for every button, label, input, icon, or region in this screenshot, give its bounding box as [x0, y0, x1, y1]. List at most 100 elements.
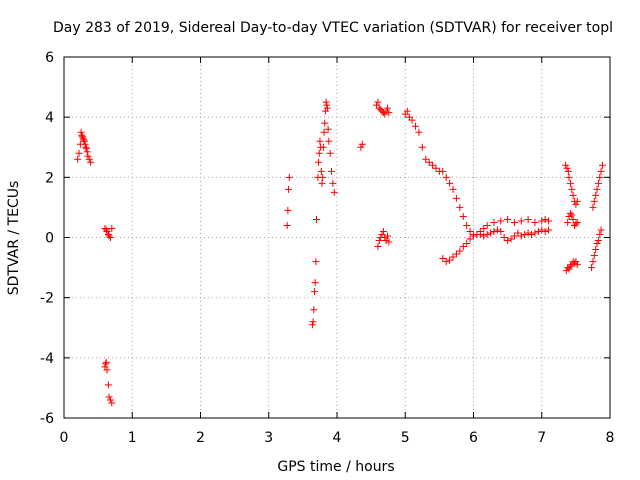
data-point	[429, 161, 437, 169]
data-point	[593, 185, 601, 193]
data-point	[323, 104, 331, 112]
data-point	[592, 191, 600, 199]
data-point	[102, 358, 110, 366]
data-point	[480, 232, 488, 240]
data-point	[566, 209, 574, 217]
data-point	[385, 238, 393, 246]
data-point	[315, 158, 323, 166]
data-point	[104, 381, 112, 389]
data-point	[84, 152, 92, 160]
data-point	[470, 232, 477, 240]
data-point	[572, 220, 580, 228]
data-point	[449, 253, 457, 261]
data-point	[322, 98, 330, 106]
data-point	[321, 119, 329, 127]
data-point	[566, 179, 574, 187]
data-point	[589, 258, 597, 266]
data-point	[108, 399, 116, 407]
data-point	[510, 218, 518, 226]
data-point	[517, 217, 525, 225]
data-point	[510, 232, 518, 240]
data-point	[439, 255, 447, 263]
data-point	[500, 234, 508, 241]
data-point	[490, 227, 498, 235]
y-tick-label: 2	[45, 170, 54, 186]
y-tick-label: 0	[45, 231, 54, 247]
data-point	[459, 243, 467, 251]
data-point	[521, 230, 529, 238]
data-point	[596, 173, 604, 181]
x-tick-label: 3	[264, 430, 273, 446]
data-point	[85, 155, 93, 163]
data-point	[284, 206, 292, 214]
data-point	[564, 218, 572, 226]
data-point	[493, 226, 501, 234]
data-point	[312, 258, 320, 266]
data-point	[456, 203, 464, 211]
data-point	[83, 145, 91, 153]
data-point	[323, 101, 331, 109]
data-point	[358, 140, 366, 148]
data-point	[476, 230, 484, 238]
data-point	[597, 226, 605, 234]
data-point	[463, 221, 471, 229]
data-point	[78, 131, 86, 139]
data-point	[403, 107, 411, 115]
data-point	[105, 232, 113, 240]
chart-title: Day 283 of 2019, Sidereal Day-to-day VTE…	[53, 20, 613, 36]
data-point	[565, 173, 573, 181]
data-point	[456, 247, 464, 255]
data-point	[504, 237, 512, 245]
data-point	[569, 191, 577, 199]
data-point	[106, 396, 114, 404]
x-tick-label: 0	[60, 430, 69, 446]
y-axis-label: SDTVAR / TECUs	[6, 181, 22, 296]
data-point	[534, 227, 542, 235]
data-point	[572, 200, 580, 208]
data-point	[596, 230, 604, 238]
data-point	[385, 109, 393, 117]
x-tick-label: 6	[469, 430, 478, 446]
data-point	[319, 173, 327, 181]
data-point	[311, 279, 319, 287]
x-tick-label: 7	[537, 430, 546, 446]
data-point	[108, 224, 116, 232]
data-point	[480, 224, 488, 232]
data-point	[81, 140, 89, 148]
data-point	[592, 246, 600, 254]
data-point	[329, 179, 337, 187]
data-point	[320, 128, 328, 136]
data-point	[374, 98, 382, 106]
data-point	[459, 212, 467, 220]
data-point	[310, 288, 318, 296]
data-point	[375, 237, 383, 245]
data-point	[594, 179, 602, 187]
data-point	[573, 218, 581, 226]
data-point	[102, 226, 110, 234]
data-point	[442, 258, 450, 266]
data-point	[449, 185, 457, 193]
data-point	[594, 237, 602, 245]
x-tick-label: 5	[401, 430, 410, 446]
data-point	[517, 232, 525, 240]
data-point	[452, 194, 460, 202]
data-point	[308, 321, 316, 329]
data-point	[466, 235, 474, 243]
data-point	[483, 221, 491, 229]
data-point	[309, 318, 317, 326]
x-tick-label: 4	[333, 430, 342, 446]
data-point	[425, 158, 433, 166]
data-point	[408, 116, 416, 124]
data-point	[572, 258, 580, 266]
data-point	[593, 240, 601, 248]
data-point	[79, 134, 87, 142]
x-tick-label: 1	[128, 430, 137, 446]
data-point	[566, 262, 574, 270]
data-point	[326, 149, 334, 157]
data-point	[568, 211, 576, 219]
y-tick-label: -6	[40, 411, 54, 427]
data-point	[589, 203, 597, 211]
data-point	[466, 227, 474, 235]
data-point	[381, 110, 389, 118]
